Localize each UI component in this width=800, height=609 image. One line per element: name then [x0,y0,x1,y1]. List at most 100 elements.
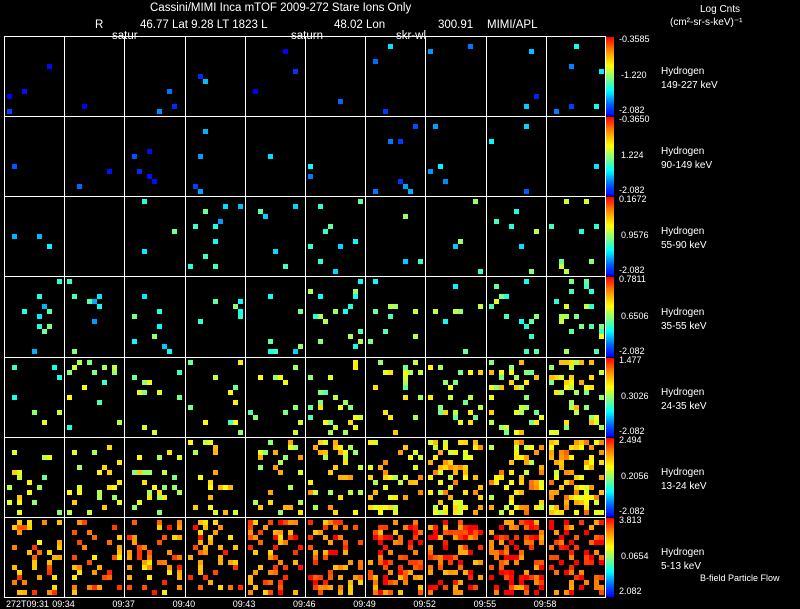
flux-pixel [403,574,409,580]
flux-pixel [17,519,22,525]
flux-pixel [318,404,323,410]
flux-pixel [478,494,484,500]
flux-pixel [197,564,203,570]
flux-pixel [338,244,343,250]
flux-pixel [333,509,338,515]
flux-pixel [523,369,529,375]
flux-pixel [518,549,524,555]
flux-pixel [438,579,444,585]
flux-pixel [433,524,439,530]
flux-pixel [548,504,554,510]
flux-pixel [22,589,27,595]
flux-pixel [338,519,343,525]
flux-pixel [272,534,278,540]
flux-pixel [418,454,424,460]
flux-pixel [277,584,283,590]
flux-pixel [488,574,494,580]
flux-pixel [267,154,273,160]
flux-pixel [473,414,479,420]
flux-pixel [568,454,574,460]
flux-pixel [252,414,258,420]
flux-pixel [433,584,439,590]
flux-pixel [568,289,574,295]
flux-pixel [428,524,434,530]
flux-pixel [558,454,564,460]
flux-pixel [17,499,22,505]
flux-pixel [568,554,574,560]
flux-pixel [27,479,32,485]
colorbar-max-label: -0.3650 [619,114,650,125]
flux-pixel [563,424,569,430]
flux-pixel [578,359,584,365]
flux-pixel [37,294,42,300]
flux-pixel [277,519,283,525]
flux-pixel [563,199,569,205]
time-gridline [124,36,126,597]
flux-pixel [177,564,183,570]
flux-pixel [207,504,213,510]
flux-pixel [378,554,384,560]
flux-pixel [77,539,83,545]
flux-pixel [553,109,559,114]
flux-pixel [237,314,243,320]
flux-pixel [323,319,328,325]
flux-pixel [398,564,404,570]
flux-pixel [553,509,559,515]
flux-pixel [503,554,509,560]
flux-pixel [187,359,193,365]
flux-pixel [132,539,138,545]
flux-pixel [212,449,218,455]
flux-pixel [358,329,363,335]
flux-pixel [488,139,494,145]
flux-pixel [488,394,494,400]
flux-pixel [373,309,379,315]
colorbar-mid-label: 0.2056 [621,470,649,481]
flux-pixel [147,554,153,560]
flux-pixel [463,529,469,535]
flux-pixel [353,414,358,420]
flux-pixel [107,469,113,475]
flux-pixel [212,529,218,535]
flux-pixel [142,469,148,475]
flux-pixel [277,459,283,465]
flux-pixel [297,509,303,515]
flux-pixel [97,304,103,310]
flux-pixel [468,569,474,575]
flux-pixel [232,419,238,425]
x-tick-label: 09:52 [413,599,436,609]
flux-pixel [598,324,604,330]
flux-pixel [217,559,223,565]
flux-pixel [318,449,323,455]
flux-pixel [533,589,539,595]
colorbar-mid-label: 0.9576 [621,230,649,241]
flux-pixel [453,504,459,510]
energy-range-label: 149-227 keV [661,80,718,92]
flux-pixel [473,489,479,495]
flux-pixel [583,559,589,565]
flux-pixel [383,409,389,415]
flux-pixel [378,504,384,510]
flux-pixel [428,439,434,445]
flux-pixel [17,574,22,580]
flux-pixel [328,504,333,510]
flux-pixel [583,554,589,560]
flux-pixel [162,494,168,500]
flux-pixel [453,409,459,415]
flux-pixel [518,244,524,250]
flux-pixel [137,389,143,395]
flux-pixel [553,299,559,305]
flux-pixel [403,569,409,575]
flux-pixel [287,484,293,490]
flux-pixel [588,419,594,425]
flux-pixel [247,544,253,550]
flux-pixel [573,509,579,515]
x-tick-label: 09:37 [112,599,135,609]
flux-pixel [428,544,434,550]
flux-pixel [458,559,464,565]
flux-pixel [438,509,444,515]
flux-pixel [463,454,469,460]
flux-pixel [578,574,584,580]
flux-pixel [147,494,153,500]
flux-pixel [523,509,529,515]
flux-pixel [323,229,328,235]
